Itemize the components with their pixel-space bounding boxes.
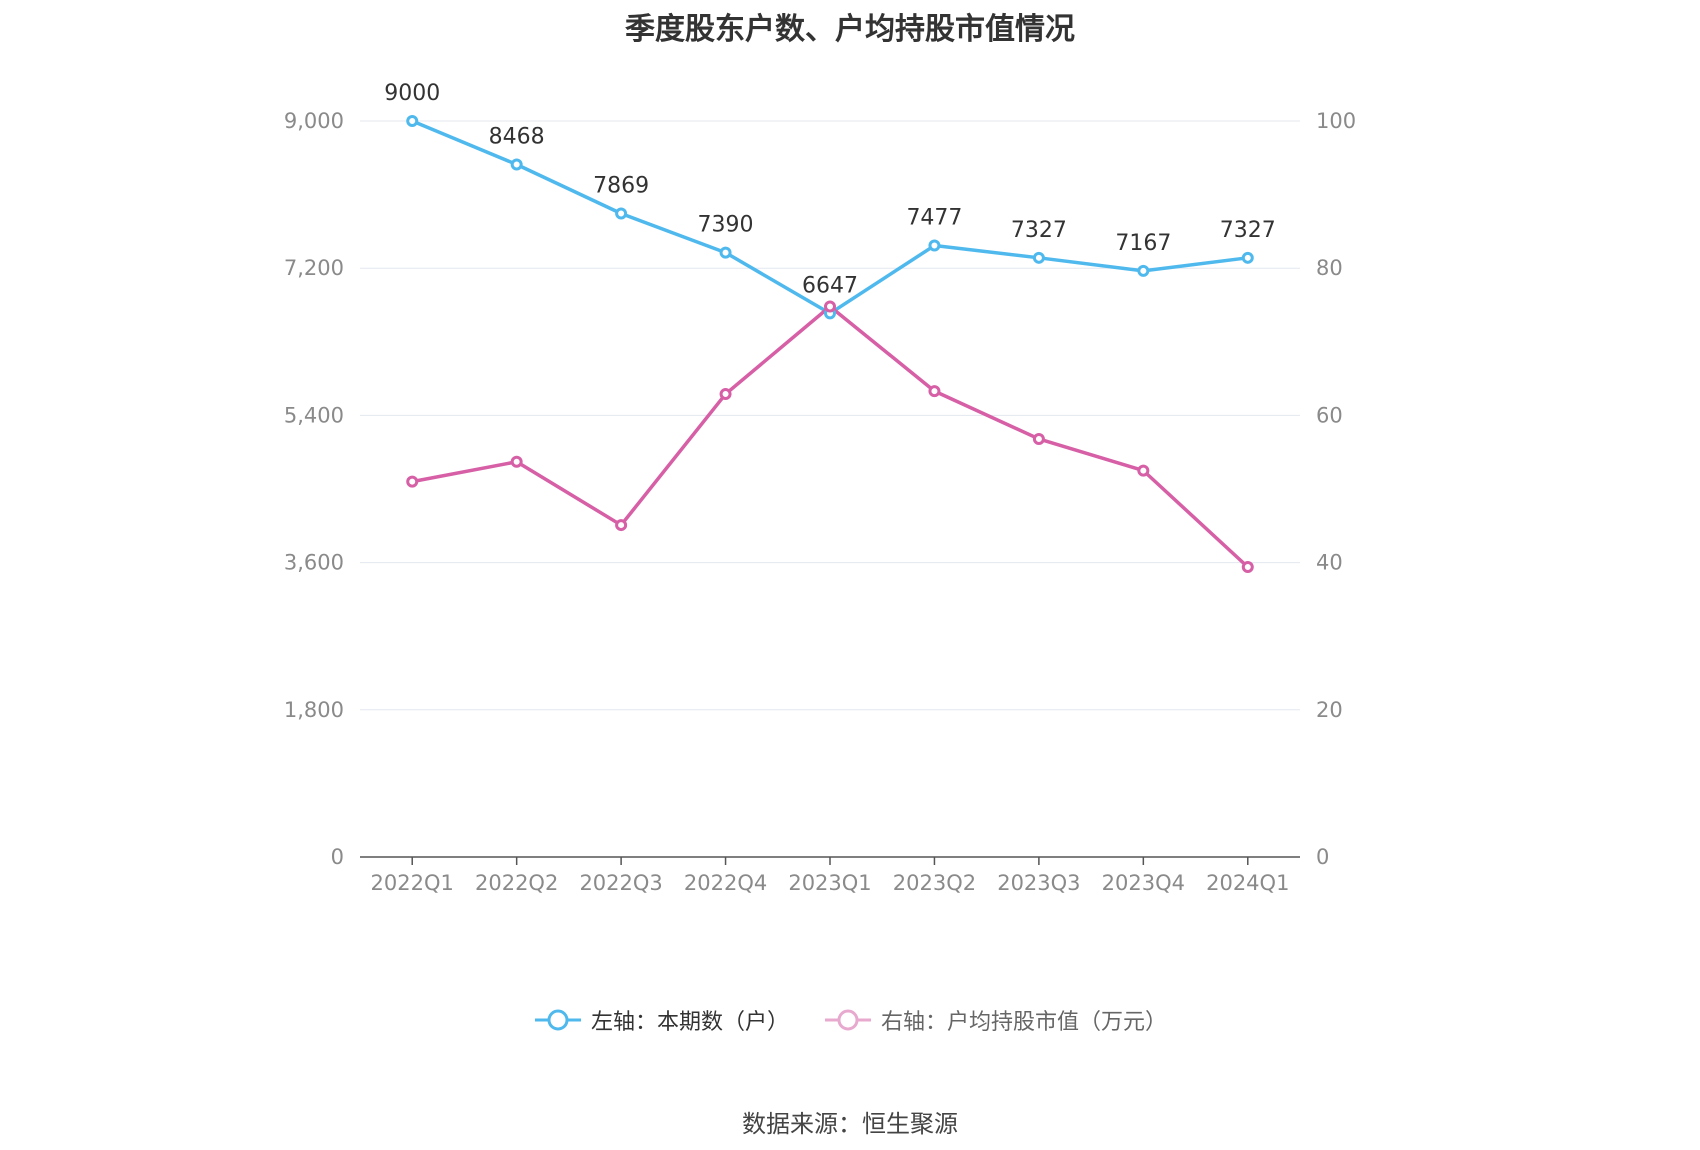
y-right-tick-label: 60: [1316, 403, 1343, 427]
data-point-right: [1137, 464, 1150, 477]
data-label: 7327: [1220, 218, 1276, 243]
y-right-tick-label: 80: [1316, 256, 1343, 280]
y-left-tick-label: 1,800: [284, 698, 344, 722]
y-right-tick-label: 40: [1316, 551, 1343, 575]
series-line-right: [411, 304, 1249, 569]
legend-marker-left-icon: [534, 1009, 581, 1031]
data-point-left: [1032, 251, 1045, 264]
x-tick-label: 2024Q1: [1206, 871, 1289, 895]
data-label: 7390: [698, 213, 754, 238]
y-left-tick-label: 7,200: [284, 256, 344, 280]
data-label: 7869: [593, 173, 649, 198]
data-point-right: [615, 519, 628, 532]
x-tick-label: 2023Q2: [893, 871, 976, 895]
x-axis: 2022Q1 2022Q2 2022Q3 2022Q4 2023Q1 2023Q2 2023…: [360, 856, 1300, 895]
y-left-tick-label: 0: [331, 845, 344, 869]
legend: 左轴：本期数（户） 右轴：户均持股市值（万元）: [0, 1004, 1700, 1036]
legend-item-right-axis[interactable]: 右轴：户均持股市值（万元）: [823, 1004, 1167, 1036]
data-labels: 9000 8468 7869 7390 6647 7477 7327 7167 7327: [384, 81, 1276, 298]
series-lines: [411, 119, 1249, 569]
x-tick-label: 2022Q2: [475, 871, 558, 895]
legend-item-left-axis[interactable]: 左轴：本期数（户）: [533, 1004, 789, 1036]
left-axis-ticks: 0 1,800 3,600 5,400 7,200 9,000: [284, 109, 344, 869]
data-label: 9000: [384, 81, 440, 106]
data-point-left: [406, 115, 419, 127]
legend-marker-right-icon: [825, 1009, 871, 1031]
data-point-right: [824, 300, 836, 313]
y-left-tick-label: 5,400: [284, 403, 344, 427]
legend-label-left: 左轴：本期数（户）: [590, 1010, 789, 1035]
x-tick-label: 2022Q4: [684, 871, 767, 895]
legend-label-right: 右轴：户均持股市值（万元）: [881, 1010, 1168, 1035]
y-right-tick-label: 20: [1316, 698, 1343, 722]
chart-title: 季度股东户数、户均持股市值情况: [625, 12, 1075, 47]
y-right-tick-label: 100: [1316, 109, 1356, 133]
data-label: 6647: [802, 273, 858, 298]
data-point-left: [928, 239, 941, 252]
gridlines: [360, 120, 1300, 711]
data-point-right: [1032, 432, 1045, 445]
data-source: 数据来源：恒生聚源: [742, 1110, 958, 1138]
data-label: 7327: [1011, 218, 1067, 243]
x-tick-label: 2023Q3: [997, 871, 1080, 895]
data-point-right: [406, 475, 419, 488]
data-point-left: [1137, 264, 1150, 277]
data-label: 7477: [906, 206, 962, 231]
data-point-right: [1241, 561, 1254, 574]
data-point-right: [719, 388, 732, 401]
series-points: [406, 115, 1254, 574]
y-left-tick-label: 3,600: [284, 551, 344, 575]
x-tick-label: 2022Q3: [579, 871, 662, 895]
data-point-left: [615, 207, 628, 220]
data-point-left: [719, 246, 732, 259]
data-point-left: [510, 158, 523, 171]
right-axis-ticks: 0 20 40 60 80 100: [1316, 109, 1356, 869]
x-tick-label: 2023Q1: [788, 871, 871, 895]
x-tick-label: 2022Q1: [371, 871, 454, 895]
data-point-right: [510, 455, 523, 468]
y-right-tick-label: 0: [1316, 845, 1329, 869]
data-label: 8468: [489, 125, 545, 150]
y-left-tick-label: 9,000: [284, 109, 344, 133]
data-point-right: [928, 385, 941, 398]
data-point-left: [1241, 251, 1254, 264]
x-tick-label: 2023Q4: [1102, 871, 1185, 895]
data-label: 7167: [1115, 231, 1171, 256]
